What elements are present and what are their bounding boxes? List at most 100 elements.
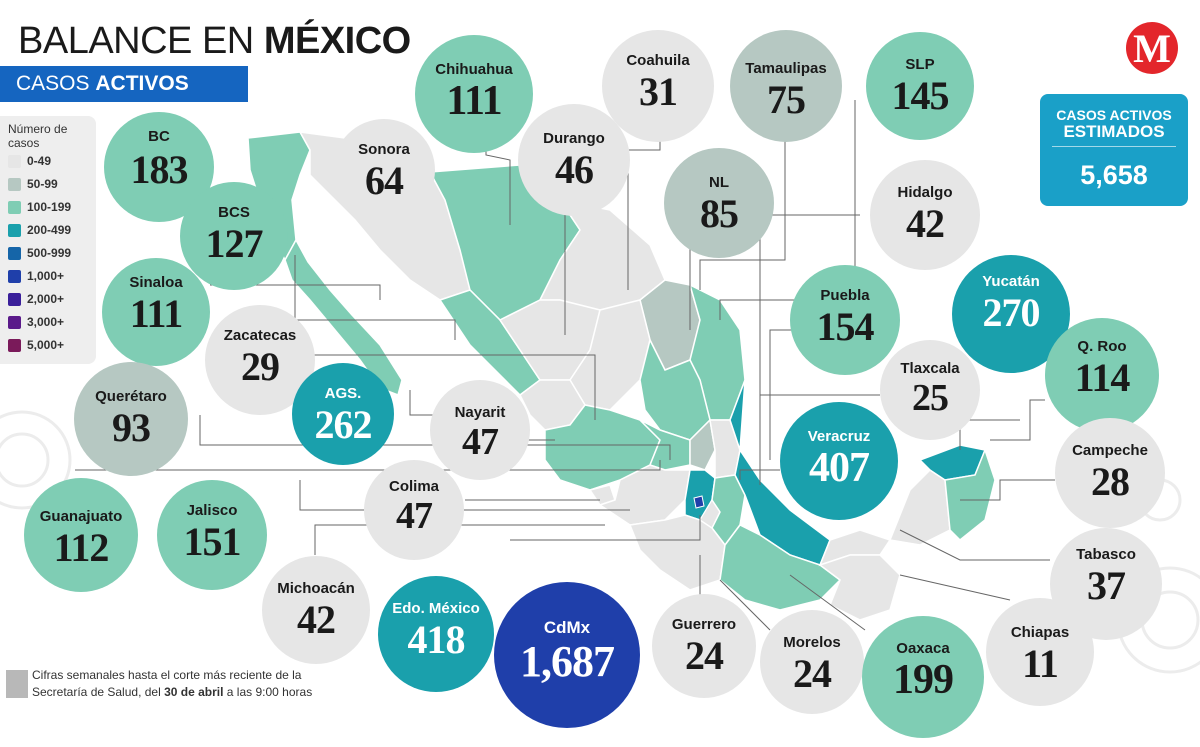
state-value: 111 <box>129 291 184 336</box>
bubble-guanajuato: Guanajuato 112 <box>24 478 138 592</box>
bubble-coahuila: Coahuila 31 <box>602 30 714 142</box>
state-value: 42 <box>297 597 336 642</box>
state-value: 25 <box>912 377 949 419</box>
legend-item: 5,000+ <box>8 336 64 354</box>
state-name: Tamaulipas <box>745 60 827 77</box>
bubble-cdmx: CdMx 1,687 <box>494 582 640 728</box>
bubble-tabasco: Tabasco 37 <box>1050 528 1162 640</box>
legend-swatch <box>8 246 21 260</box>
state-name: Jalisco <box>186 502 238 519</box>
estimated-title-2: ESTIMADOS <box>1063 122 1165 141</box>
legend-swatch <box>8 269 21 283</box>
virus-icon-left <box>0 410 72 510</box>
legend-swatch <box>8 315 21 329</box>
state-value: 11 <box>1022 641 1059 686</box>
state-value: 37 <box>1087 563 1126 608</box>
bubble-qroo: Q. Roo 114 <box>1045 318 1159 432</box>
bubble-sonora: Sonora 64 <box>333 119 435 221</box>
legend-item: 1,000+ <box>8 267 64 285</box>
state-name: Guerrero <box>671 616 737 633</box>
state-value: 407 <box>809 445 870 491</box>
state-value: 418 <box>407 617 466 662</box>
bubble-bcs: BCS 127 <box>180 182 288 290</box>
state-name: Sinaloa <box>129 274 183 291</box>
subtitle-banner: CASOS ACTIVOS <box>0 66 248 102</box>
state-name: Durango <box>543 130 605 147</box>
state-value: 75 <box>767 77 806 122</box>
state-name: Morelos <box>783 634 841 651</box>
state-name: Q. Roo <box>1077 338 1127 355</box>
state-value: 183 <box>130 147 189 192</box>
estimated-value: 5,658 <box>1080 160 1148 190</box>
legend-swatch <box>8 338 21 352</box>
legend-label: 1,000+ <box>27 269 65 283</box>
state-name: Querétaro <box>95 388 167 405</box>
state-name: Zacatecas <box>223 327 297 344</box>
state-value: 262 <box>314 402 373 447</box>
bubble-zacatecas: Zacatecas 29 <box>205 305 315 415</box>
bubble-oaxaca: Oaxaca 199 <box>862 616 984 738</box>
legend-label: 0-49 <box>27 154 52 168</box>
state-value: 46 <box>555 147 594 192</box>
legend-swatch <box>8 223 21 237</box>
bubble-tamaulipas: Tamaulipas 75 <box>730 30 842 142</box>
state-value: 29 <box>241 344 280 389</box>
bubble-queretaro: Querétaro 93 <box>74 362 188 476</box>
state-value: 28 <box>1091 459 1130 504</box>
state-value: 114 <box>1074 355 1131 400</box>
bubble-slp: SLP 145 <box>866 32 974 140</box>
bubble-colima: Colima 47 <box>364 460 464 560</box>
legend-item: 3,000+ <box>8 313 64 331</box>
bubble-michoacan: Michoacán 42 <box>262 556 370 664</box>
state-shape-slp <box>639 337 711 441</box>
legend-label: 3,000+ <box>27 315 65 329</box>
bubble-durango: Durango 46 <box>518 104 630 216</box>
estimated-title-1: CASOS ACTIVOS <box>1056 107 1172 123</box>
legend: Número de casos 0-49 50-99 100-199 200-4… <box>0 116 96 364</box>
state-value: 93 <box>112 405 151 450</box>
state-value: 85 <box>700 191 739 236</box>
legend-item: 50-99 <box>8 175 58 193</box>
legend-label: 50-99 <box>27 177 58 191</box>
state-value: 24 <box>685 633 724 678</box>
state-name: Sonora <box>358 141 410 158</box>
state-value: 47 <box>462 421 499 463</box>
state-value: 47 <box>396 495 433 537</box>
state-name: Chihuahua <box>435 61 513 78</box>
bubble-jalisco: Jalisco 151 <box>157 480 267 590</box>
state-name: BC <box>148 128 170 145</box>
page-title: BALANCE EN MÉXICO <box>18 20 411 62</box>
bubble-veracruz: Veracruz 407 <box>780 402 898 520</box>
legend-title: Número de casos <box>8 122 68 150</box>
state-shape-queretaro <box>689 418 716 471</box>
estimated-cases-box: CASOS ACTIVOS ESTIMADOS 5,658 <box>1040 94 1188 206</box>
bubble-yucatan: Yucatán 270 <box>952 255 1070 373</box>
state-value: 127 <box>205 221 264 266</box>
legend-swatch <box>8 200 21 214</box>
state-name: Colima <box>388 478 439 495</box>
state-value: 24 <box>793 651 832 696</box>
bubble-puebla: Puebla 154 <box>790 265 900 375</box>
bubble-ags: AGS. 262 <box>292 363 394 465</box>
state-value: 154 <box>816 304 875 349</box>
legend-item: 0-49 <box>8 152 51 170</box>
state-name: NL <box>709 174 729 191</box>
state-value: 112 <box>53 525 110 570</box>
state-value: 145 <box>891 73 950 118</box>
state-value: 64 <box>365 158 404 203</box>
bubble-nl: NL 85 <box>664 148 774 258</box>
legend-swatch <box>8 154 21 168</box>
state-name: CdMx <box>543 618 591 637</box>
state-name: Coahuila <box>626 52 690 69</box>
state-value: 270 <box>982 290 1041 335</box>
state-name: Nayarit <box>454 404 506 421</box>
legend-swatch <box>8 177 21 191</box>
state-name: Tabasco <box>1076 546 1136 563</box>
state-name: Guanajuato <box>39 508 123 525</box>
state-shape-cdmx <box>693 495 705 509</box>
bubble-morelos: Morelos 24 <box>760 610 864 714</box>
bubble-chihuahua: Chihuahua 111 <box>415 35 533 153</box>
state-value: 199 <box>893 657 954 703</box>
legend-label: 200-499 <box>27 223 72 237</box>
